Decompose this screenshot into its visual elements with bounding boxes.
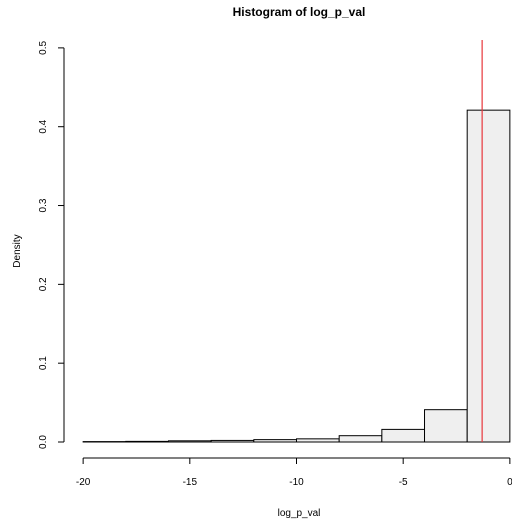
y-tick-label: 0.4 <box>38 119 49 133</box>
histogram-bar-5 <box>296 438 340 443</box>
histogram-bar-9 <box>466 109 511 443</box>
x-tick-label: -5 <box>399 477 408 488</box>
y-tick-label: 0.5 <box>38 40 49 54</box>
y-tick-label: 0.1 <box>38 356 49 370</box>
histogram-bar-6 <box>338 435 383 443</box>
histogram-bar-7 <box>381 428 426 443</box>
chart-title: Histogram of log_p_val <box>233 5 366 19</box>
y-tick-label: 0.2 <box>38 277 49 291</box>
y-tick-label: 0.0 <box>38 435 49 449</box>
y-axis-ticks: 0.0 0.1 0.2 0.3 0.4 0.5 <box>38 40 64 449</box>
x-tick-label: -10 <box>289 477 304 488</box>
x-tick-label: 0 <box>507 477 512 488</box>
histogram-bar-2 <box>167 440 212 443</box>
x-tick-label: -15 <box>183 477 198 488</box>
histogram-bar-8 <box>424 409 468 443</box>
y-tick-label: 0.3 <box>38 198 49 212</box>
histogram-bars <box>82 109 511 443</box>
x-axis-label: log_p_val <box>278 508 321 519</box>
x-tick-label: -20 <box>76 477 91 488</box>
histogram-bar-1 <box>125 440 169 443</box>
y-axis-label: Density <box>12 234 23 267</box>
histogram-bar-4 <box>253 439 298 443</box>
x-axis-ticks: -20 -15 -10 -5 0 <box>76 458 512 488</box>
histogram-bar-3 <box>210 439 255 443</box>
